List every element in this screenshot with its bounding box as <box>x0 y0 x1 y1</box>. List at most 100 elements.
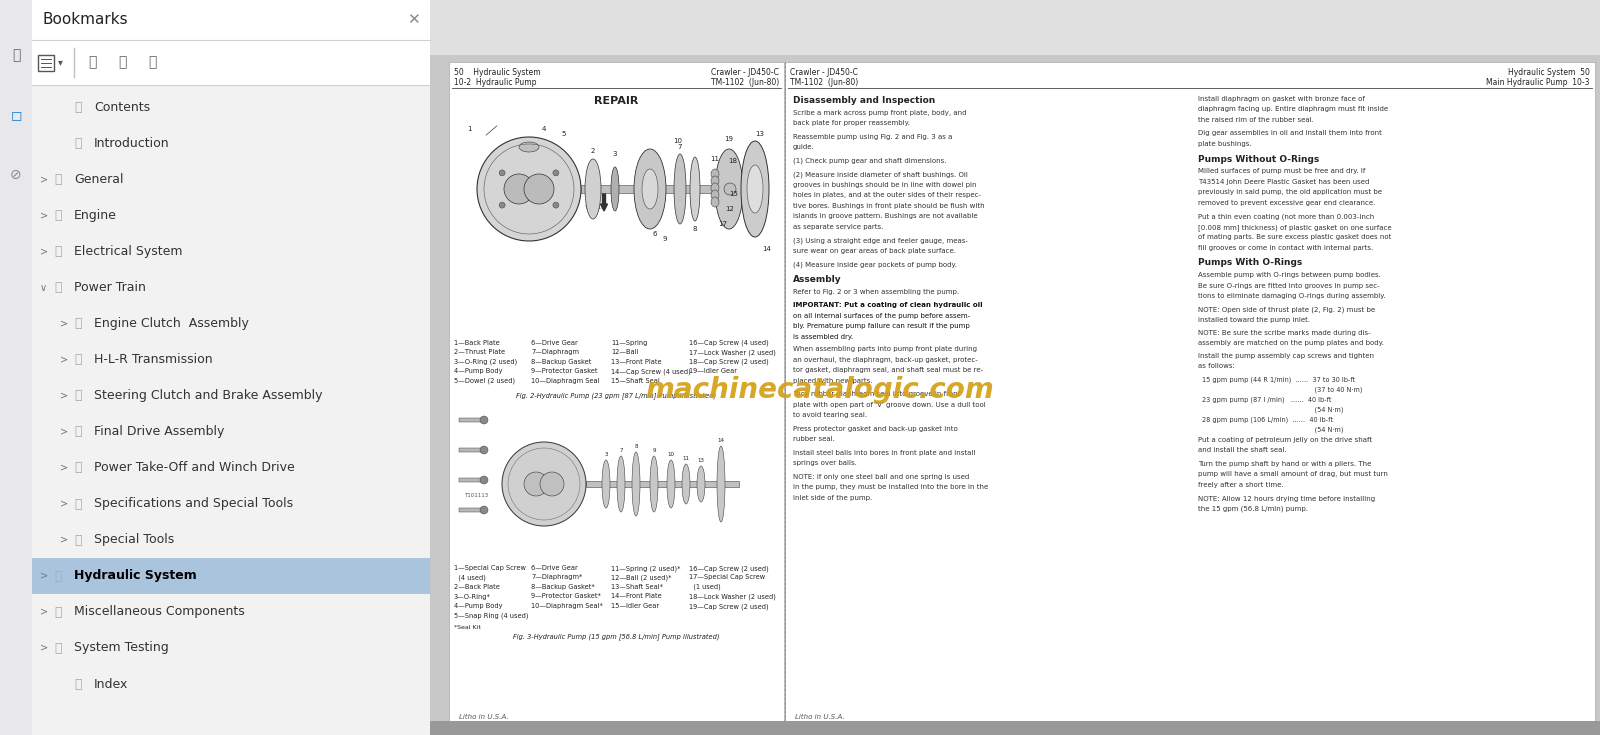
Text: Reassemble pump using Fig. 2 and Fig. 3 as a: Reassemble pump using Fig. 2 and Fig. 3 … <box>794 134 952 140</box>
Text: placed with new parts.: placed with new parts. <box>794 378 872 384</box>
Ellipse shape <box>723 183 736 195</box>
Text: >: > <box>61 391 69 401</box>
Bar <box>459 448 483 452</box>
Text: 3—O-Ring (2 used): 3—O-Ring (2 used) <box>454 359 517 365</box>
Text: removed to prevent excessive gear end clearance.: removed to prevent excessive gear end cl… <box>1198 200 1376 206</box>
Text: the 15 gpm (56.8 L/min) pump.: the 15 gpm (56.8 L/min) pump. <box>1198 506 1309 512</box>
Text: >: > <box>40 211 48 221</box>
Text: 4—Pump Body: 4—Pump Body <box>454 603 502 609</box>
Text: 17: 17 <box>718 221 728 227</box>
Text: ⋮⋮⋮: ⋮⋮⋮ <box>589 199 610 205</box>
Text: >: > <box>40 643 48 653</box>
Text: >: > <box>61 535 69 545</box>
Text: 5—Dowel (2 used): 5—Dowel (2 used) <box>454 378 515 384</box>
Text: >: > <box>40 175 48 185</box>
Text: 🔖: 🔖 <box>74 354 82 367</box>
Text: 10: 10 <box>667 453 675 457</box>
Text: 🔖: 🔖 <box>74 318 82 331</box>
Text: 6—Drive Gear: 6—Drive Gear <box>531 340 578 346</box>
Bar <box>459 418 483 422</box>
Text: *Seal Kit: *Seal Kit <box>454 625 482 630</box>
Text: Index: Index <box>94 678 128 690</box>
Text: an overhaul, the diaphragm, back-up gasket, protec-: an overhaul, the diaphragm, back-up gask… <box>794 357 978 363</box>
Text: T101113: T101113 <box>464 493 488 498</box>
Ellipse shape <box>632 452 640 516</box>
Bar <box>32 0 430 735</box>
Text: Final Drive Assembly: Final Drive Assembly <box>94 426 224 439</box>
Text: ✕: ✕ <box>408 12 419 27</box>
Text: When assembling parts into pump front plate during: When assembling parts into pump front pl… <box>794 346 978 353</box>
Text: 50    Hydraulic System: 50 Hydraulic System <box>454 68 541 77</box>
Ellipse shape <box>642 169 658 209</box>
Ellipse shape <box>586 159 602 219</box>
Text: T31119: T31119 <box>584 205 605 210</box>
Bar <box>32 0 430 40</box>
Ellipse shape <box>710 183 718 193</box>
Text: ▾: ▾ <box>58 57 62 68</box>
Text: >: > <box>40 607 48 617</box>
Ellipse shape <box>518 142 539 152</box>
Text: Milled surfaces of pump must be free and dry. If: Milled surfaces of pump must be free and… <box>1198 168 1365 174</box>
Bar <box>459 478 483 482</box>
Text: 4—Pump Body: 4—Pump Body <box>454 368 502 375</box>
Text: T43514 John Deere Plastic Gasket has been used: T43514 John Deere Plastic Gasket has bee… <box>1198 179 1370 185</box>
Ellipse shape <box>710 197 718 207</box>
Text: NOTE: Open side of thrust plate (2, Fig. 2) must be: NOTE: Open side of thrust plate (2, Fig.… <box>1198 307 1374 314</box>
Text: 🔖: 🔖 <box>74 678 82 690</box>
Text: >: > <box>40 247 48 257</box>
Text: Bookmarks: Bookmarks <box>42 12 128 27</box>
Text: (54 N·m): (54 N·m) <box>1202 426 1344 433</box>
Text: Main Hydraulic Pump  10-3: Main Hydraulic Pump 10-3 <box>1486 78 1590 87</box>
Text: 11: 11 <box>710 156 720 162</box>
Text: Pumps With O-Rings: Pumps With O-Rings <box>1198 259 1302 268</box>
Text: General: General <box>74 173 123 187</box>
Text: in the pump, they must be installed into the bore in the: in the pump, they must be installed into… <box>794 484 989 490</box>
Text: machinecatalogic.com: machinecatalogic.com <box>646 376 994 404</box>
Text: 8—Backup Gasket*: 8—Backup Gasket* <box>531 584 595 590</box>
Text: 🔖: 🔖 <box>54 245 61 259</box>
Bar <box>786 62 1595 722</box>
Text: 9—Protector Gasket: 9—Protector Gasket <box>531 368 597 375</box>
Text: 19—Cap Screw (2 used): 19—Cap Screw (2 used) <box>690 603 768 609</box>
Ellipse shape <box>710 190 718 200</box>
Text: 🔖: 🔖 <box>74 498 82 511</box>
Text: 8—Backup Gasket: 8—Backup Gasket <box>531 359 592 365</box>
Text: TM-1102  (Jun-80): TM-1102 (Jun-80) <box>710 78 779 87</box>
Text: Fig. 2-Hydraulic Pump (23 gpm [87 L/min] Pump Illustrated): Fig. 2-Hydraulic Pump (23 gpm [87 L/min]… <box>515 392 717 399</box>
Text: Refer to Fig. 2 or 3 when assembling the pump.: Refer to Fig. 2 or 3 when assembling the… <box>794 289 958 295</box>
Text: 9: 9 <box>653 448 656 453</box>
Ellipse shape <box>525 472 547 496</box>
Text: holes in plates, and at the outer sides of their respec-: holes in plates, and at the outer sides … <box>794 193 981 198</box>
Text: 5: 5 <box>562 131 566 137</box>
Text: 1—Back Plate: 1—Back Plate <box>454 340 499 346</box>
Text: Contents: Contents <box>94 101 150 115</box>
Ellipse shape <box>682 464 690 504</box>
Text: 🗑: 🗑 <box>88 56 96 70</box>
Text: 17—Special Cap Screw: 17—Special Cap Screw <box>690 575 765 581</box>
Bar <box>430 721 1600 735</box>
Text: 19—Idler Gear: 19—Idler Gear <box>690 368 738 375</box>
Text: islands in groove pattern. Bushings are not available: islands in groove pattern. Bushings are … <box>794 213 978 220</box>
Ellipse shape <box>741 141 770 237</box>
Text: IMPORTANT: Put a coating of clean hydraulic oil: IMPORTANT: Put a coating of clean hydrau… <box>794 303 982 309</box>
Bar <box>581 185 744 193</box>
Text: 🔖: 🔖 <box>54 173 61 187</box>
Bar <box>32 40 430 85</box>
Text: 14—Cap Screw (4 used): 14—Cap Screw (4 used) <box>611 368 691 375</box>
Text: (54 N·m): (54 N·m) <box>1202 406 1344 413</box>
Ellipse shape <box>480 476 488 484</box>
Text: (4 used): (4 used) <box>454 575 486 581</box>
Text: 8: 8 <box>693 226 698 232</box>
Text: 7: 7 <box>678 144 682 150</box>
Text: 🔖: 🔖 <box>74 390 82 403</box>
Ellipse shape <box>541 472 563 496</box>
Text: 6: 6 <box>653 231 658 237</box>
Text: 18: 18 <box>728 158 738 164</box>
Text: 🔖: 🔖 <box>54 570 61 583</box>
Text: NOTE: Be sure the scribe marks made during dis-: NOTE: Be sure the scribe marks made duri… <box>1198 330 1371 336</box>
Text: Install diaphragm on gasket with bronze face of: Install diaphragm on gasket with bronze … <box>1198 96 1365 102</box>
Bar <box>0 0 32 735</box>
Text: 13: 13 <box>755 131 765 137</box>
Text: Crawler - JD450-C: Crawler - JD450-C <box>790 68 858 77</box>
Text: Hydraulic System  50: Hydraulic System 50 <box>1509 68 1590 77</box>
